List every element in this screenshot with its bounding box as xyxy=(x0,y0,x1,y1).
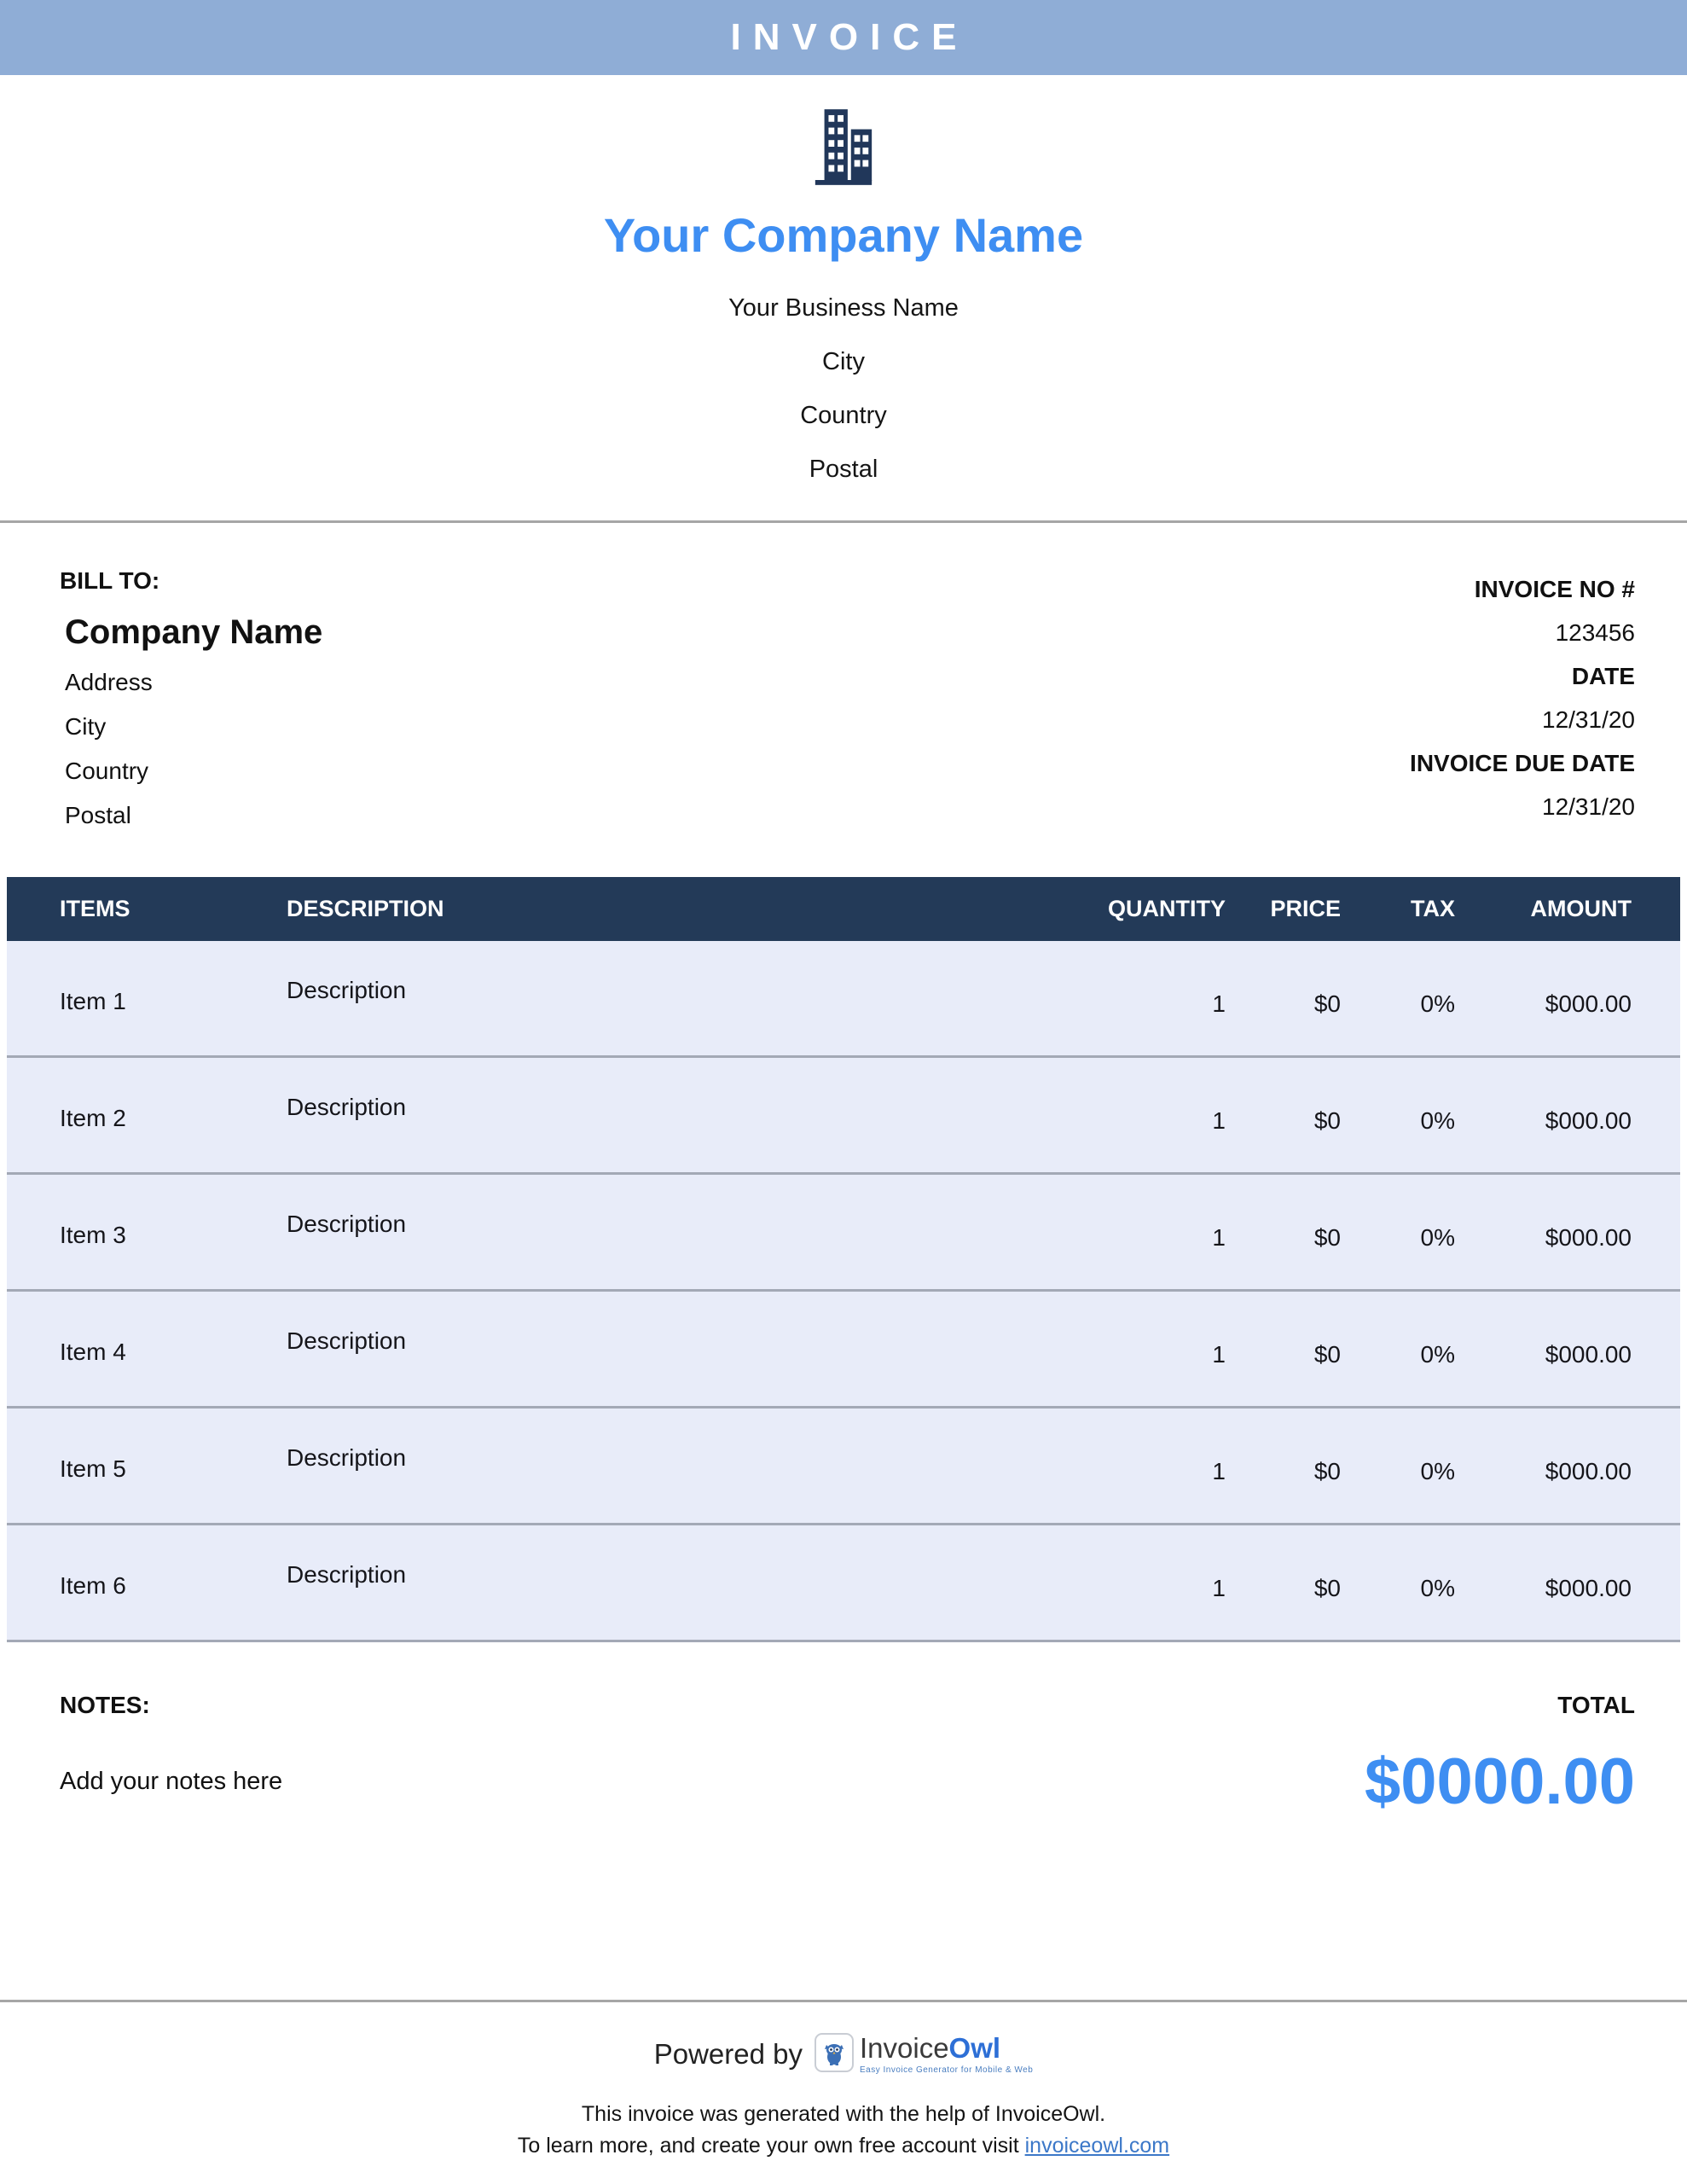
row-item-name: Item 6 xyxy=(60,1572,126,1599)
row-amount: $000.00 xyxy=(1545,1341,1632,1368)
wordmark-tagline: Easy Invoice Generator for Mobile & Web xyxy=(859,2065,1034,2075)
table-row: Item 3 Description 1 $0 0% $000.00 xyxy=(7,1175,1680,1292)
company-business-name: Your Business Name xyxy=(728,294,959,322)
row-description: Description xyxy=(287,1444,407,1471)
row-tax: 0% xyxy=(1420,1341,1455,1368)
owl-icon xyxy=(814,2033,854,2072)
row-quantity: 1 xyxy=(1212,1107,1226,1134)
items-table-header: ITEMS DESCRIPTION QUANTITY PRICE TAX AMO… xyxy=(7,877,1680,941)
row-quantity: 1 xyxy=(1212,990,1226,1017)
table-row: Item 6 Description 1 $0 0% $000.00 xyxy=(7,1525,1680,1642)
invoice-due-date-value: 12/31/20 xyxy=(1542,793,1635,820)
invoiceowl-wordmark: InvoiceOwl Easy Invoice Generator for Mo… xyxy=(859,2032,1034,2076)
powered-by-label: Powered by xyxy=(653,2038,803,2070)
row-description: Description xyxy=(287,1327,407,1354)
header-description: DESCRIPTION xyxy=(287,896,444,921)
row-tax: 0% xyxy=(1420,1224,1455,1251)
row-item-name: Item 2 xyxy=(60,1105,126,1131)
invoice-meta-block: INVOICE NO # 123456 DATE 12/31/20 INVOIC… xyxy=(1410,567,1635,829)
row-tax: 0% xyxy=(1420,1458,1455,1484)
row-amount: $000.00 xyxy=(1545,1107,1632,1134)
notes-text: Add your notes here xyxy=(60,1768,283,1795)
invoiceowl-link[interactable]: invoiceowl.com xyxy=(1024,2134,1170,2158)
notes-total-section: NOTES: TOTAL Add your notes here $0000.0… xyxy=(0,1642,1687,1819)
footer: Powered by xyxy=(0,2000,1687,2184)
row-item-name: Item 4 xyxy=(60,1339,126,1365)
row-amount: $000.00 xyxy=(1545,1575,1632,1601)
company-address-block: Your Business Name City Country Postal xyxy=(0,282,1687,497)
row-description: Description xyxy=(287,1561,407,1588)
invoice-no-value: 123456 xyxy=(1555,619,1635,646)
company-city: City xyxy=(822,348,865,375)
bill-to-country: Country xyxy=(65,758,149,784)
row-price: $0 xyxy=(1313,990,1341,1017)
total-label: TOTAL xyxy=(1557,1692,1635,1718)
notes-label: NOTES: xyxy=(60,1692,150,1718)
invoice-no-label: INVOICE NO # xyxy=(1474,576,1635,602)
company-building-icon xyxy=(810,106,877,192)
bill-to-label: BILL TO: xyxy=(60,567,160,594)
header-items: ITEMS xyxy=(60,896,130,921)
company-name: Your Company Name xyxy=(603,208,1084,262)
row-amount: $000.00 xyxy=(1545,1458,1632,1484)
row-quantity: 1 xyxy=(1212,1575,1226,1601)
wordmark-owl: Owl xyxy=(948,2032,1001,2064)
header-price: PRICE xyxy=(1270,896,1341,921)
row-description: Description xyxy=(287,977,407,1003)
footer-text-block: This invoice was generated with the help… xyxy=(0,2099,1687,2184)
invoice-due-date-label: INVOICE DUE DATE xyxy=(1410,750,1635,776)
invoice-banner-title: INVOICE xyxy=(730,16,969,58)
row-tax: 0% xyxy=(1420,1575,1455,1601)
header-quantity: QUANTITY xyxy=(1108,896,1226,921)
row-item-name: Item 1 xyxy=(60,988,126,1014)
row-price: $0 xyxy=(1313,1575,1341,1601)
total-amount: $0000.00 xyxy=(1365,1745,1635,1818)
row-price: $0 xyxy=(1313,1458,1341,1484)
bill-to-address: Address xyxy=(65,669,153,695)
bill-to-postal: Postal xyxy=(65,802,131,828)
bill-to-city: City xyxy=(65,713,107,740)
invoiceowl-logo: InvoiceOwl Easy Invoice Generator for Mo… xyxy=(814,2032,1034,2076)
footer-divider xyxy=(0,2000,1687,2002)
company-postal: Postal xyxy=(809,456,878,483)
table-row: Item 5 Description 1 $0 0% $000.00 xyxy=(7,1409,1680,1525)
header-amount: AMOUNT xyxy=(1530,896,1632,921)
company-header: Your Company Name Your Business Name Cit… xyxy=(0,75,1687,497)
table-row: Item 1 Description 1 $0 0% $000.00 xyxy=(7,941,1680,1058)
header-tax: TAX xyxy=(1411,896,1455,921)
header-divider xyxy=(0,520,1687,523)
row-description: Description xyxy=(287,1211,407,1237)
footer-line2: To learn more, and create your own free … xyxy=(0,2130,1687,2162)
row-item-name: Item 3 xyxy=(60,1222,126,1248)
row-tax: 0% xyxy=(1420,1107,1455,1134)
row-amount: $000.00 xyxy=(1545,990,1632,1017)
row-quantity: 1 xyxy=(1212,1224,1226,1251)
footer-line2-prefix: To learn more, and create your own free … xyxy=(517,2134,1019,2158)
row-amount: $000.00 xyxy=(1545,1224,1632,1251)
row-price: $0 xyxy=(1313,1224,1341,1251)
row-description: Description xyxy=(287,1094,407,1120)
items-table: ITEMS DESCRIPTION QUANTITY PRICE TAX AMO… xyxy=(7,877,1680,1642)
invoice-date-label: DATE xyxy=(1571,663,1635,689)
bill-to-block: BILL TO: Company Name Address City Count… xyxy=(60,567,322,829)
wordmark-invoice: Invoice xyxy=(859,2032,949,2064)
row-tax: 0% xyxy=(1420,990,1455,1017)
meta-section: BILL TO: Company Name Address City Count… xyxy=(0,523,1687,829)
company-country: Country xyxy=(800,402,887,429)
invoice-banner: INVOICE xyxy=(0,0,1687,75)
table-row: Item 2 Description 1 $0 0% $000.00 xyxy=(7,1058,1680,1175)
invoice-date-value: 12/31/20 xyxy=(1542,706,1635,733)
bill-to-company-name: Company Name xyxy=(65,613,323,651)
row-quantity: 1 xyxy=(1212,1341,1226,1368)
row-price: $0 xyxy=(1313,1341,1341,1368)
row-item-name: Item 5 xyxy=(60,1455,126,1482)
footer-line1: This invoice was generated with the help… xyxy=(581,2102,1106,2126)
row-price: $0 xyxy=(1313,1107,1341,1134)
powered-by-row: Powered by xyxy=(0,2032,1687,2076)
row-quantity: 1 xyxy=(1212,1458,1226,1484)
table-row: Item 4 Description 1 $0 0% $000.00 xyxy=(7,1292,1680,1409)
